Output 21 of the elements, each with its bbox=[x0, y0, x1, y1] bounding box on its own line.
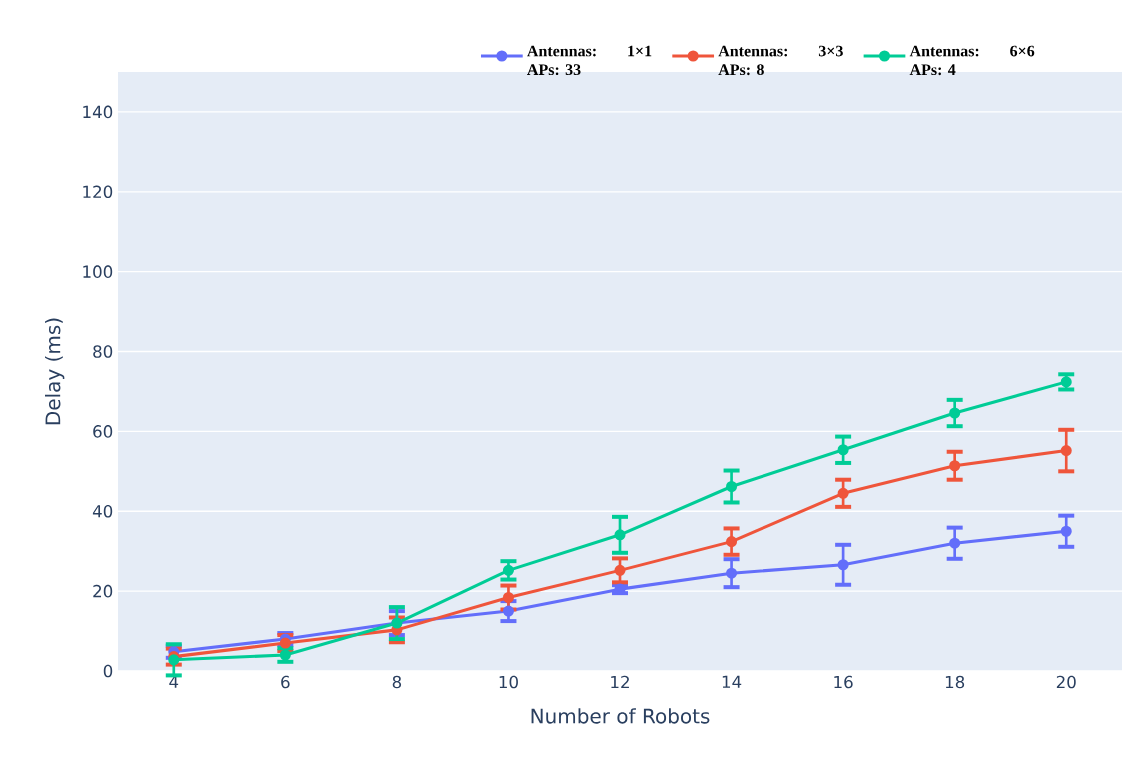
y-tick-label: 120 bbox=[83, 185, 113, 199]
legend-label: Antennas: 3×3 APs: 8 bbox=[718, 45, 843, 76]
x-tick-label: 10 bbox=[499, 675, 518, 689]
y-tick-label: 80 bbox=[93, 345, 113, 358]
x-tick-label: 18 bbox=[945, 675, 965, 689]
y-tick-label: 20 bbox=[93, 584, 113, 598]
y-tick-label: 140 bbox=[83, 105, 113, 119]
legend-label: Antennas: 1×1 APs: 33 bbox=[527, 45, 652, 76]
y-tick-label: 40 bbox=[92, 504, 113, 518]
x-tick-label: 8 bbox=[392, 675, 402, 689]
x-axis-title: Number of Robots bbox=[531, 708, 710, 724]
y-tick-label: 100 bbox=[83, 265, 113, 278]
y-tick-label: 60 bbox=[93, 425, 113, 438]
x-tick-label: 12 bbox=[611, 675, 629, 689]
x-tick-label: 16 bbox=[834, 675, 853, 689]
y-axis-title: Delay (ms) bbox=[44, 318, 65, 425]
x-tick-label: 20 bbox=[1056, 675, 1076, 689]
y-tick-label: 0 bbox=[103, 664, 113, 678]
x-tick-label: 6 bbox=[281, 675, 290, 689]
legend-label: Antennas: 6×6 APs: 4 bbox=[909, 45, 1035, 76]
x-tick-label: 14 bbox=[722, 675, 742, 688]
